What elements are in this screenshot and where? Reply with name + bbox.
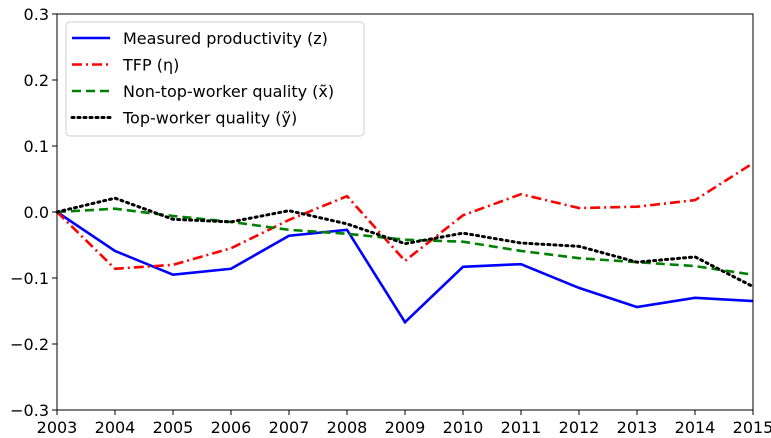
x-tick-label: 2008 xyxy=(327,418,368,437)
x-tick-label: 2013 xyxy=(617,418,658,437)
series-line-1 xyxy=(56,162,754,271)
y-tick-label: 0.1 xyxy=(24,137,49,156)
legend-label-0: Measured productivity (z) xyxy=(123,29,328,48)
x-tick-label: 2007 xyxy=(269,418,310,437)
x-tick-label: 2009 xyxy=(385,418,426,437)
y-tick-label: −0.1 xyxy=(10,269,49,288)
x-tick-label: 2011 xyxy=(501,418,542,437)
y-tick-label: −0.3 xyxy=(10,401,49,420)
y-tick-label: 0.0 xyxy=(24,203,49,222)
series-line-2 xyxy=(56,207,754,276)
x-tick-label: 2005 xyxy=(153,418,194,437)
x-tick-label: 2010 xyxy=(443,418,484,437)
y-tick-label: 0.2 xyxy=(24,71,49,90)
y-tick-label: 0.3 xyxy=(24,5,49,24)
legend-label-2: Non-top-worker quality (x̃) xyxy=(123,82,334,101)
x-tick-label: 2014 xyxy=(675,418,716,437)
x-tick-label: 2006 xyxy=(211,418,252,437)
x-tick-label: 2004 xyxy=(95,418,136,437)
x-tick-label: 2015 xyxy=(733,418,771,437)
legend-label-1: TFP (η) xyxy=(122,56,179,75)
series-line-0 xyxy=(56,210,754,325)
legend: Measured productivity (z) TFP (η) Non-top-… xyxy=(65,21,365,137)
x-tick-label: 2012 xyxy=(559,418,600,437)
y-tick-label: −0.2 xyxy=(10,335,49,354)
legend-label-3: Top-worker quality (ỹ) xyxy=(122,109,297,128)
x-tick-label: 2003 xyxy=(37,418,78,437)
legend-box xyxy=(65,21,365,137)
series-line-3 xyxy=(55,196,755,289)
